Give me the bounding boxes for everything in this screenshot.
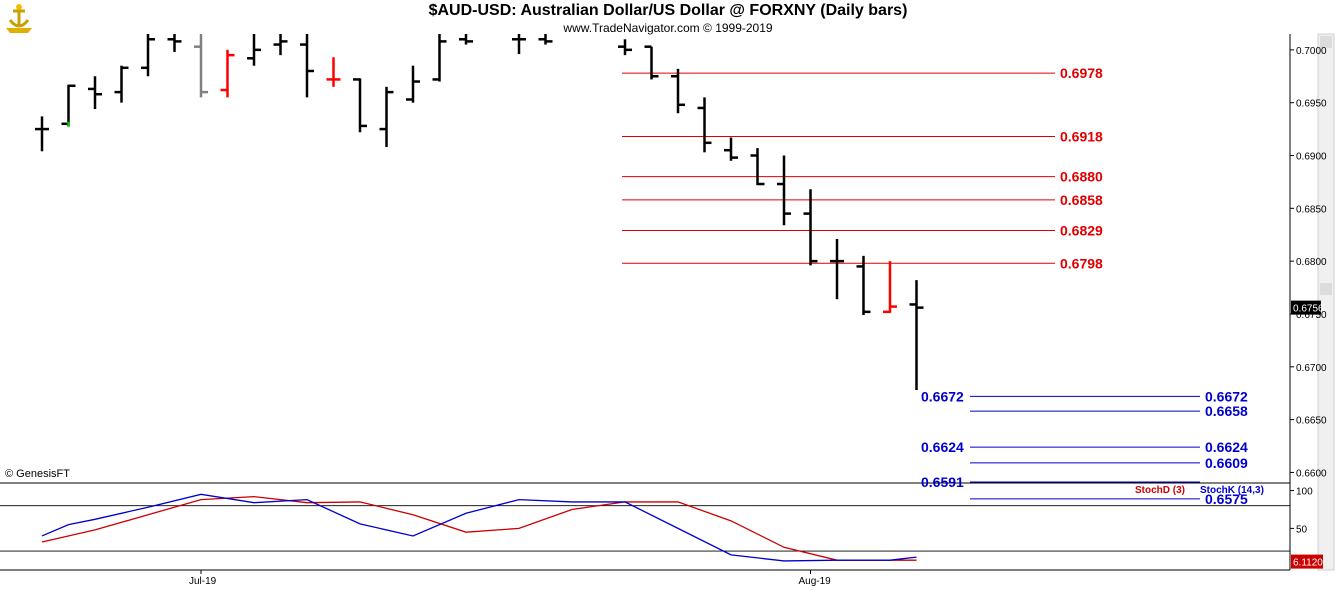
scroll-down-button[interactable] — [1320, 283, 1332, 295]
chart-subtitle: www.TradeNavigator.com © 1999-2019 — [563, 21, 773, 35]
level-label: 0.6624 — [921, 439, 964, 455]
level-label: 0.6880 — [1060, 169, 1103, 185]
price-tick-label: 0.6800 — [1296, 257, 1327, 268]
level-label: 0.6978 — [1060, 65, 1103, 81]
price-tick-label: 0.6750 — [1296, 310, 1327, 321]
level-label: 0.6798 — [1060, 255, 1103, 271]
legend-stochd: StochD (3) — [1135, 485, 1185, 496]
level-label: 0.6658 — [1205, 403, 1248, 419]
time-tick-label: Aug-19 — [799, 576, 832, 587]
ohlc-bar — [618, 39, 632, 56]
ohlc-bar — [883, 261, 897, 314]
price-tick-label: 0.6900 — [1296, 151, 1327, 162]
ohlc-bar — [406, 65, 420, 103]
ohlc-bar — [697, 97, 712, 153]
ohlc-bar — [830, 238, 844, 300]
price-tick-label: 0.7000 — [1296, 46, 1327, 57]
price-tick-label: 0.6850 — [1296, 204, 1327, 215]
ohlc-bar — [141, 34, 155, 77]
ohlc-bar — [538, 34, 553, 45]
ohlc-bar — [300, 34, 314, 98]
ohlc-bar — [220, 49, 235, 98]
price-tick-label: 0.6650 — [1296, 416, 1327, 427]
stoch-tick-label: 100 — [1296, 487, 1313, 498]
ohlc-bar — [326, 57, 341, 87]
ohlc-bar — [512, 34, 526, 55]
legend-stochk: StochK (14,3) — [1200, 485, 1264, 496]
ohlc-bar — [459, 34, 473, 45]
level-label: 0.6624 — [1205, 439, 1248, 455]
ohlc-bar — [194, 34, 208, 98]
ohlc-bar — [432, 34, 447, 82]
ohlc-bar — [353, 78, 367, 133]
stoch-tick-label: 50 — [1296, 524, 1308, 535]
ohlc-bar — [750, 148, 765, 186]
stoch-last-box — [1291, 554, 1323, 569]
stoch-series-line — [41, 493, 917, 562]
price-tick-label: 0.6950 — [1296, 99, 1327, 110]
level-label: 0.6918 — [1060, 128, 1103, 144]
chart-title: $AUD-USD: Australian Dollar/US Dollar @ … — [428, 2, 908, 19]
ohlc-bar — [803, 189, 818, 266]
scroll-up-button[interactable] — [1320, 36, 1332, 48]
ohlc-bar — [61, 84, 76, 126]
level-label: 0.6858 — [1060, 192, 1103, 208]
ohlc-bar — [671, 68, 685, 114]
time-tick-label: Jul-19 — [189, 576, 217, 587]
ohlc-bar — [273, 34, 288, 56]
stoch-series-line — [41, 495, 917, 561]
ohlc-bar — [88, 76, 102, 110]
ohlc-bar — [35, 116, 49, 152]
stoch-last-label: 6.1120 — [1293, 558, 1323, 569]
ohlc-bar — [909, 280, 924, 391]
ohlc-bar — [379, 86, 394, 148]
last-price-label: 0.6756 — [1293, 304, 1324, 315]
level-label: 0.6591 — [921, 474, 964, 490]
level-label: 0.6672 — [1205, 388, 1248, 404]
ohlc-bar — [777, 155, 791, 226]
last-price-box — [1291, 300, 1321, 315]
ohlc-bar — [114, 65, 129, 103]
genesis-logo-icon — [6, 4, 32, 33]
level-label: 0.6575 — [1205, 491, 1248, 507]
ohlc-bar — [644, 45, 659, 80]
level-label: 0.6672 — [921, 388, 964, 404]
credit-label: © GenesisFT — [5, 468, 70, 480]
ohlc-bar — [247, 34, 261, 66]
level-label: 0.6829 — [1060, 223, 1103, 239]
ohlc-bar — [856, 255, 871, 316]
price-tick-label: 0.6600 — [1296, 468, 1327, 479]
ohlc-bar — [167, 34, 182, 52]
ohlc-bar — [724, 137, 738, 161]
level-label: 0.6609 — [1205, 455, 1248, 471]
price-tick-label: 0.6700 — [1296, 363, 1327, 374]
